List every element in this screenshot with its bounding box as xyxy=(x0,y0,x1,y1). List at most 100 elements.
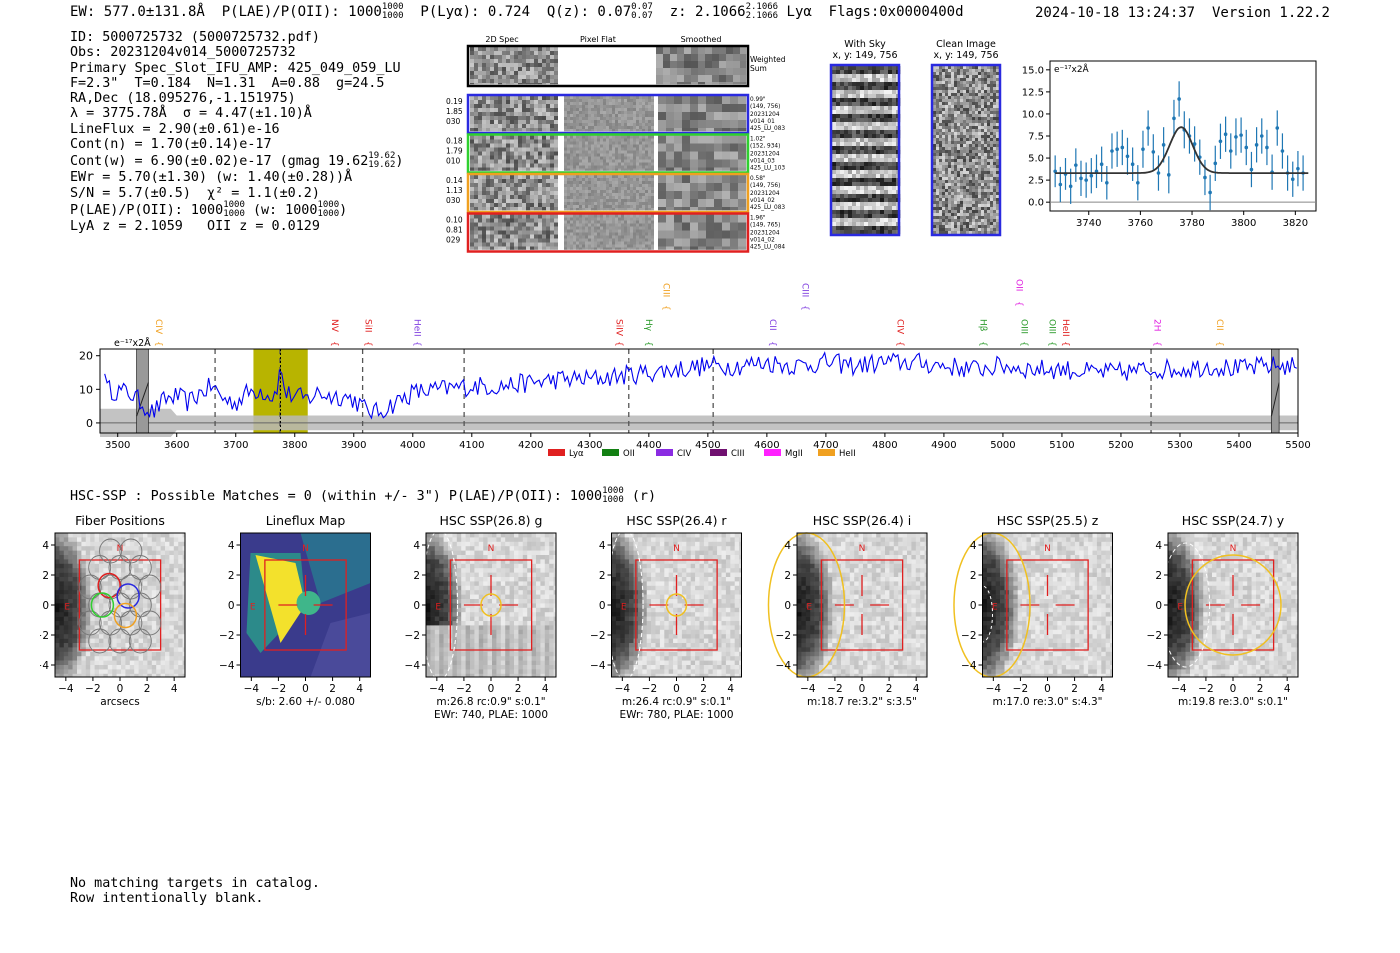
noise-pixel xyxy=(567,217,571,221)
noise-pixel xyxy=(639,196,643,200)
noise-pixel xyxy=(658,96,667,105)
noise-pixel xyxy=(482,104,487,109)
noise-pixel xyxy=(966,150,970,154)
noise-pixel xyxy=(936,81,940,85)
noise-pixel xyxy=(987,174,991,178)
noise-pixel xyxy=(690,214,699,223)
noise-pixel xyxy=(996,144,1000,148)
noise-pixel xyxy=(609,223,613,227)
noise-pixel xyxy=(594,208,598,211)
noise-pixel xyxy=(618,111,622,115)
noise-pixel xyxy=(573,175,577,179)
noise-pixel xyxy=(564,232,568,236)
noise-pixel xyxy=(645,159,649,163)
noise-pixel xyxy=(648,108,652,112)
noise-pixel xyxy=(567,220,571,224)
noise-pixel xyxy=(470,143,475,148)
noise-pixel xyxy=(972,183,976,187)
noise-pixel xyxy=(591,135,595,139)
sky-pixel xyxy=(840,134,845,139)
noise-pixel xyxy=(636,138,640,142)
noise-pixel xyxy=(597,144,601,148)
noise-pixel xyxy=(606,150,610,154)
noise-pixel xyxy=(534,195,539,200)
noise-pixel xyxy=(714,207,723,211)
noise-pixel xyxy=(567,238,571,242)
noise-pixel xyxy=(972,123,976,127)
noise-pixel xyxy=(639,220,643,224)
info-plae-w-frac: 1000 1000 xyxy=(317,199,340,219)
noise-pixel xyxy=(738,128,747,132)
noise-pixel xyxy=(969,216,973,220)
noise-pixel xyxy=(490,67,495,72)
noise-pixel xyxy=(630,147,634,151)
noise-pixel xyxy=(990,120,994,124)
noise-pixel xyxy=(478,238,483,243)
noise-pixel xyxy=(486,139,491,144)
zoom-data-point xyxy=(1172,116,1176,121)
noise-pixel xyxy=(936,225,940,229)
noise-pixel xyxy=(591,165,595,169)
noise-pixel xyxy=(478,230,483,235)
sky-pixel xyxy=(884,202,889,207)
col-2d-label: 2D Spec xyxy=(485,35,518,44)
zoom-data-point xyxy=(1146,126,1150,130)
noise-pixel xyxy=(573,168,577,171)
noise-pixel xyxy=(981,195,985,199)
noise-pixel xyxy=(730,214,739,223)
sky-pixel xyxy=(876,190,881,195)
noise-pixel xyxy=(618,226,622,230)
noise-pixel xyxy=(981,153,985,157)
noise-pixel xyxy=(494,167,499,171)
noise-pixel xyxy=(948,162,952,166)
noise-pixel xyxy=(948,198,952,202)
noise-pixel xyxy=(534,100,539,105)
sky-pixel xyxy=(840,142,845,147)
noise-pixel xyxy=(990,75,994,79)
noise-pixel xyxy=(972,69,976,73)
noise-pixel xyxy=(627,238,631,242)
noise-pixel xyxy=(960,216,964,220)
noise-pixel xyxy=(984,228,988,232)
noise-pixel xyxy=(606,114,610,118)
noise-pixel xyxy=(948,75,952,79)
header-z-frac: 2.1066 2.1066 xyxy=(745,2,779,21)
noise-pixel xyxy=(972,111,976,115)
sky-pixel xyxy=(864,90,869,95)
row-border xyxy=(466,212,750,253)
noise-pixel xyxy=(975,126,979,130)
noise-pixel xyxy=(615,129,619,132)
noise-pixel xyxy=(698,175,707,184)
noise-pixel xyxy=(936,99,940,103)
noise-pixel xyxy=(588,238,592,242)
noise-pixel xyxy=(612,178,616,182)
noise-pixel xyxy=(712,68,720,76)
noise-pixel xyxy=(579,244,583,248)
row-flat-1 xyxy=(564,135,655,171)
noise-pixel xyxy=(993,120,997,124)
noise-pixel xyxy=(494,242,499,247)
noise-pixel xyxy=(478,71,483,76)
noise-pixel xyxy=(482,179,487,184)
noise-pixel xyxy=(978,165,982,169)
noise-pixel xyxy=(981,171,985,175)
noise-pixel xyxy=(933,132,937,136)
noise-pixel xyxy=(538,238,543,243)
noise-pixel xyxy=(514,139,519,144)
noise-pixel xyxy=(603,193,607,197)
noise-pixel xyxy=(642,226,646,230)
noise-pixel xyxy=(933,90,937,94)
noise-pixel xyxy=(567,214,571,218)
sky-pixel xyxy=(860,198,865,203)
noise-pixel xyxy=(945,168,949,172)
noise-pixel xyxy=(542,167,547,171)
spec-ytick-label: 10 xyxy=(79,383,93,396)
noise-pixel xyxy=(518,83,523,85)
row-right-4: v014_01 xyxy=(750,119,775,125)
noise-pixel xyxy=(490,222,495,227)
noise-pixel xyxy=(726,47,734,55)
noise-pixel xyxy=(498,214,503,219)
noise-pixel xyxy=(594,196,598,200)
noise-pixel xyxy=(975,210,979,214)
sky-pixel xyxy=(836,134,841,139)
